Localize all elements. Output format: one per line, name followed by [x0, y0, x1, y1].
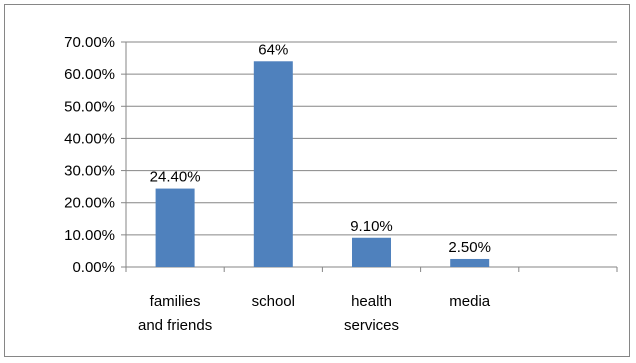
x-tick-label: services — [344, 317, 399, 334]
x-tick-label: families — [150, 293, 201, 310]
y-tick-label: 60.00% — [64, 66, 115, 83]
bar — [450, 258, 490, 267]
chart-frame — [4, 4, 630, 357]
bar — [352, 237, 391, 267]
data-label: 64% — [258, 41, 288, 58]
data-label: 24.40% — [150, 169, 201, 186]
y-tick-label: 30.00% — [64, 163, 115, 180]
x-tick-label: health — [351, 293, 392, 310]
x-tick-label: and friends — [138, 317, 212, 334]
x-tick-label: school — [252, 293, 295, 310]
data-label: 9.10% — [350, 218, 393, 235]
y-tick-label: 10.00% — [64, 227, 115, 244]
y-tick-label: 50.00% — [64, 98, 115, 115]
data-label: 2.50% — [448, 239, 491, 256]
y-tick-label: 20.00% — [64, 195, 115, 212]
x-tick-label: media — [449, 293, 491, 310]
y-tick-label: 40.00% — [64, 130, 115, 147]
bar — [155, 188, 195, 267]
bar — [253, 61, 293, 268]
y-tick-label: 0.00% — [72, 259, 115, 276]
y-tick-label: 70.00% — [64, 34, 115, 51]
